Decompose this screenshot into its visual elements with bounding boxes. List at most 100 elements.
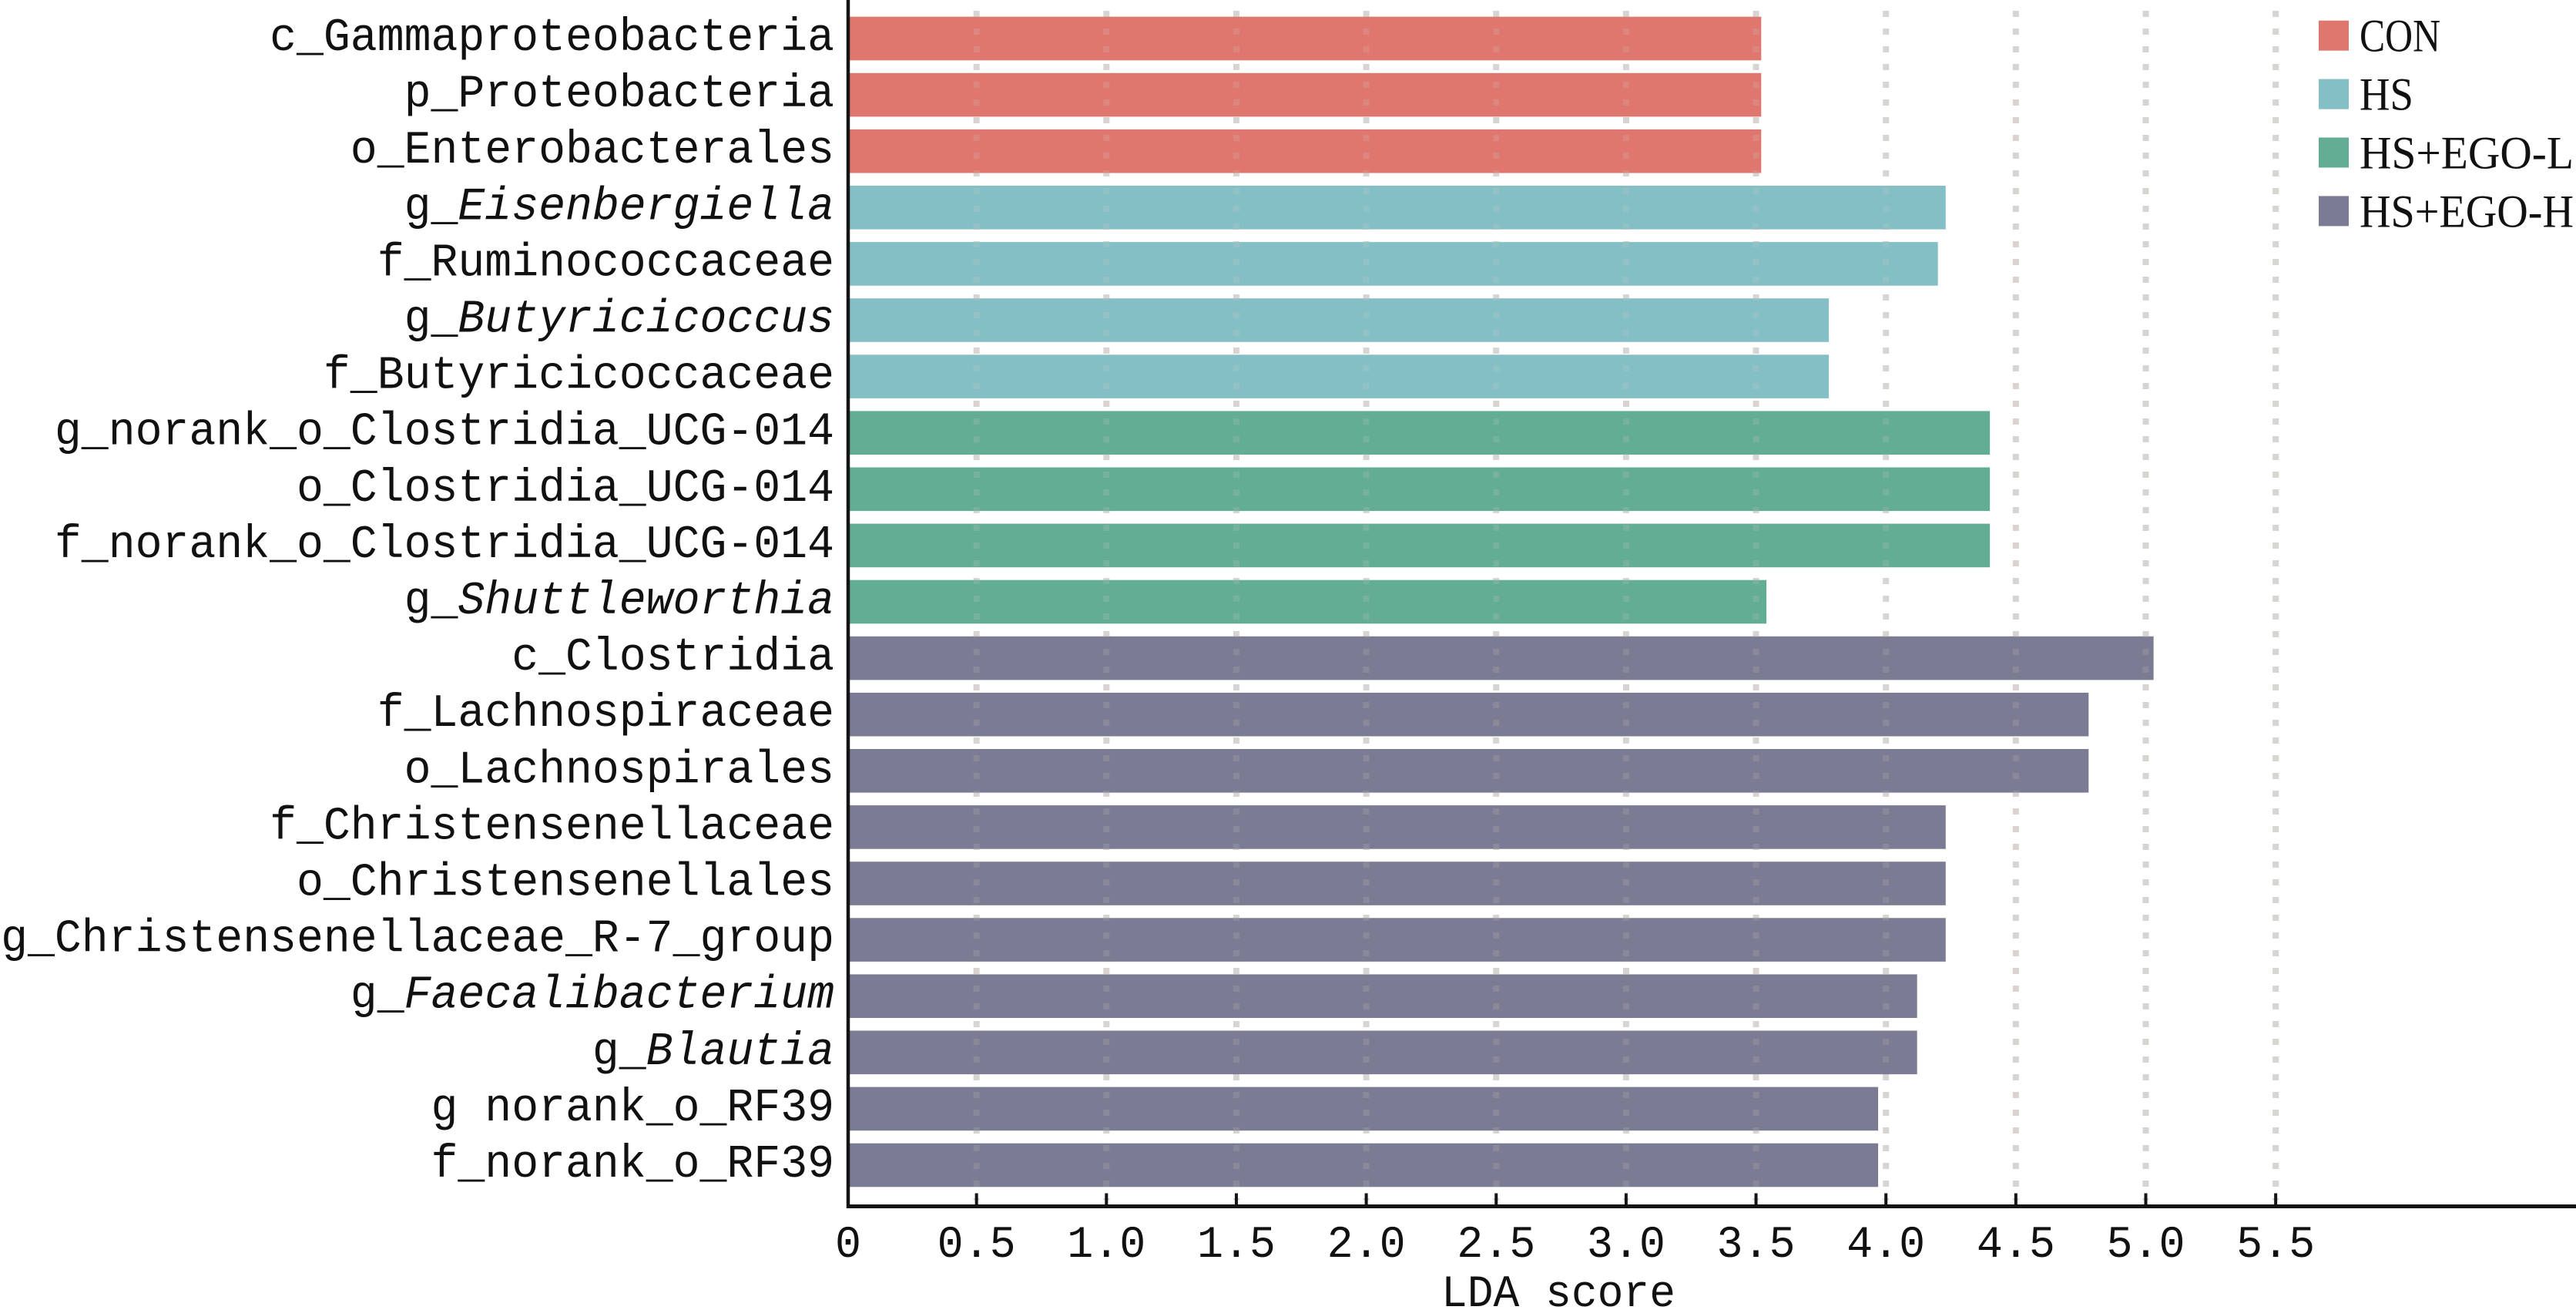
label-prefix: p_ <box>404 69 459 121</box>
label-name: Eisenbergiella <box>458 181 834 233</box>
bar <box>849 805 1946 849</box>
category-label: g_Shuttleworthia <box>404 576 834 628</box>
category-label: f_Butyricicoccaceae <box>324 351 834 403</box>
x-tick-label: 0.5 <box>937 1221 1016 1271</box>
legend-label: HS <box>2360 69 2413 120</box>
label-name: Christensenellaceae_R-7_group <box>55 914 834 966</box>
label-prefix: f_ <box>324 351 378 403</box>
x-tick-label: 4.5 <box>1977 1221 2055 1271</box>
category-label: g_Blautia <box>592 1026 834 1079</box>
axes <box>846 0 2576 1208</box>
label-prefix: f_ <box>55 519 109 572</box>
bar <box>849 354 1829 398</box>
category-label: g_Butyricicoccus <box>404 294 834 347</box>
x-tick-label: 1.5 <box>1197 1221 1276 1271</box>
bar <box>849 862 1946 905</box>
bar <box>849 974 1917 1018</box>
category-label: c_Gammaproteobacteria <box>270 12 834 65</box>
label-name: Christensenellaceae <box>324 801 834 853</box>
category-label: g_Faecalibacterium <box>351 970 834 1023</box>
bar <box>849 918 1946 962</box>
x-tick-label: 2.0 <box>1327 1221 1406 1271</box>
label-name: Lachnospirales <box>458 744 834 797</box>
bar <box>849 1087 1879 1131</box>
label-name: Clostridia <box>565 632 834 684</box>
category-label: g_Eisenbergiella <box>404 181 834 233</box>
label-prefix: g_ <box>351 970 405 1023</box>
label-name: Gammaproteobacteria <box>324 12 834 65</box>
x-ticks <box>974 1193 2278 1207</box>
legend-swatch <box>2319 196 2349 227</box>
category-label: c_Clostridia <box>512 632 834 684</box>
bar <box>849 186 1946 230</box>
gridlines-overlay <box>973 11 2279 1201</box>
label-name: norank_o_Clostridia_UCG-014 <box>109 519 834 572</box>
label-prefix: g_ <box>55 407 109 459</box>
bar <box>849 1030 1917 1075</box>
x-tick-label: 5.0 <box>2107 1221 2185 1271</box>
label-prefix: g_ <box>404 576 459 628</box>
x-tick-label: 4.0 <box>1846 1221 1925 1271</box>
category-label: o_Clostridia_UCG-014 <box>297 463 834 516</box>
label-prefix: f_ <box>377 237 432 290</box>
label-prefix: f_ <box>377 688 432 741</box>
label-prefix: o_ <box>351 125 405 177</box>
legend: CON HS HS+EGO-L HS+EGO-H <box>2319 11 2574 237</box>
category-label: o_Christensenellales <box>297 858 834 910</box>
legend-label: CON <box>2360 11 2440 62</box>
bar <box>849 16 1762 61</box>
x-tick-label: 5.5 <box>2236 1221 2315 1271</box>
label-prefix: c_ <box>270 12 324 65</box>
bar <box>849 1143 1879 1187</box>
label-prefix: o_ <box>404 744 459 797</box>
bar <box>849 467 1991 512</box>
label-name: Christensenellales <box>351 858 834 910</box>
label-prefix: f_ <box>431 1139 486 1191</box>
bar <box>849 242 1938 286</box>
legend-item: CON <box>2319 11 2440 62</box>
x-tick-label: 1.0 <box>1067 1221 1145 1271</box>
legend-label: HS+EGO-H <box>2360 186 2574 237</box>
legend-swatch <box>2319 79 2349 109</box>
label-name: Proteobacteria <box>458 69 834 121</box>
x-axis-title: LDA score <box>1441 1270 1675 1310</box>
bars <box>849 16 2154 1187</box>
label-name: Shuttleworthia <box>458 576 834 628</box>
category-label: g_Christensenellaceae_R-7_group <box>1 914 834 966</box>
label-prefix: c_ <box>512 632 566 684</box>
category-label: g norank_o_RF39 <box>431 1083 835 1135</box>
legend-item: HS+EGO-H <box>2319 186 2574 237</box>
bar <box>849 636 2154 680</box>
x-tick-label: 2.5 <box>1457 1221 1535 1271</box>
category-label: o_Lachnospirales <box>404 744 834 797</box>
legend-swatch <box>2319 137 2349 168</box>
label-name: Clostridia_UCG-014 <box>351 463 834 516</box>
bar <box>849 129 1762 173</box>
label-name: Blautia <box>646 1026 834 1079</box>
label-prefix: f_ <box>270 801 324 853</box>
label-name: norank_o_RF39 <box>485 1083 834 1135</box>
category-label: o_Enterobacterales <box>351 125 834 177</box>
label-prefix: g_ <box>404 294 459 347</box>
category-label: f_norank_o_RF39 <box>431 1139 835 1191</box>
category-labels: c_Gammaproteobacteriap_Proteobacteriao_E… <box>1 12 834 1191</box>
legend-label: HS+EGO-L <box>2360 128 2574 179</box>
category-label: p_Proteobacteria <box>404 69 834 121</box>
label-prefix: o_ <box>297 463 351 516</box>
label-name: Lachnospiraceae <box>431 688 834 741</box>
label-prefix: g_ <box>592 1026 647 1079</box>
x-tick-label: 3.5 <box>1717 1221 1796 1271</box>
label-name: norank_o_Clostridia_UCG-014 <box>109 407 834 459</box>
bar <box>849 579 1767 624</box>
category-label: f_Ruminococcaceae <box>377 237 834 290</box>
label-prefix: g <box>431 1083 485 1135</box>
category-label: f_Lachnospiraceae <box>377 688 834 741</box>
label-name: Butyricicoccus <box>458 294 834 347</box>
legend-item: HS+EGO-L <box>2319 128 2574 179</box>
category-label: g_norank_o_Clostridia_UCG-014 <box>55 407 834 459</box>
label-name: Ruminococcaceae <box>431 237 834 290</box>
label-prefix: g_ <box>404 181 459 233</box>
x-tick-label: 0 <box>835 1221 861 1271</box>
label-name: norank_o_RF39 <box>485 1139 834 1191</box>
